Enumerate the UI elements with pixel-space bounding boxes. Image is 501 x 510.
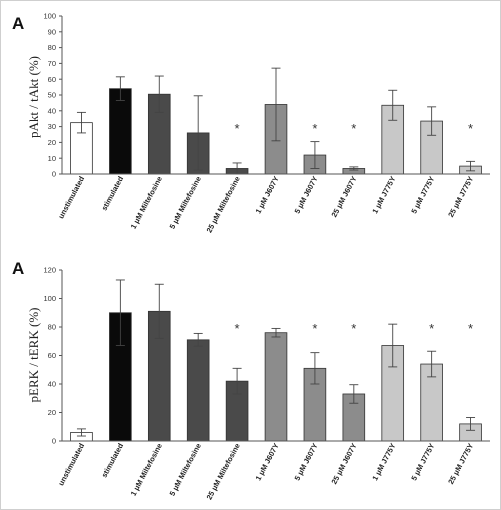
panel-akt-significance-marker: *: [235, 121, 240, 136]
panel-erk-significance-marker: *: [468, 321, 473, 336]
panel-akt-error-bar: [310, 141, 320, 169]
panel-erk-category-label: 1 μM Miltefosine: [129, 442, 164, 498]
panel-erk-error-bar: [115, 279, 125, 346]
panel-akt-category-label: 1 μM Miltefosine: [129, 175, 164, 231]
panel-akt-error-bar: [388, 89, 398, 121]
panel-erk-error-bar: [232, 367, 242, 395]
panel-akt-y-tick-label: 80: [48, 43, 56, 52]
panel-akt: A pAkt / tAkt (%) 0 10 20 30 40 50 60 70 80 90 100…: [12, 12, 490, 234]
panel-akt-category-label: 25 μM Miltefosine: [205, 175, 242, 234]
panel-akt-y-tick-label: 20: [48, 138, 56, 147]
panel-erk-letter: A: [12, 259, 24, 278]
panel-akt-significance-marker: *: [468, 121, 473, 136]
panel-akt-error-bar: [271, 67, 281, 142]
panel-erk-category-label: 25 μM J607Y: [329, 442, 358, 486]
panel-erk-y-tick-label: 20: [48, 408, 56, 417]
panel-akt-error-bar: [193, 95, 203, 171]
panel-erk-error-bar: [388, 323, 398, 368]
panel-akt-error-bar: [154, 75, 164, 113]
panel-erk-category-label: 1 μM J607Y: [254, 442, 281, 482]
panel-erk-category-labels: unstimulated stimulated 1 μM Miltefosine 5 …: [56, 441, 475, 501]
panel-akt-error-bar: [76, 111, 86, 134]
panel-akt-y-tick-label: 30: [48, 122, 56, 131]
panel-akt-category-labels: unstimulated stimulated 1 μM Miltefosine 5 …: [56, 174, 475, 234]
panel-akt-y-tick-label: 0: [52, 170, 56, 179]
panel-erk-category-label: unstimulated: [56, 441, 86, 487]
panel-erk-error-bar: [76, 428, 86, 437]
panel-erk-significance-marker: *: [312, 321, 317, 336]
panel-erk-category-label: 5 μM J607Y: [293, 442, 320, 482]
panel-akt-category-label: 1 μM J775Y: [370, 175, 397, 215]
panel-akt-error-bar: [427, 106, 437, 136]
panel-akt-category-label: 5 μM Miltefosine: [168, 175, 203, 231]
panel-akt-category-label: 25 μM J607Y: [329, 175, 358, 219]
panel-erk-bars: * * * * *: [70, 279, 482, 442]
panel-erk-error-bar: [349, 384, 359, 404]
panel-akt-category-label: unstimulated: [56, 174, 86, 220]
panel-akt-error-bar: [349, 166, 359, 171]
panel-akt-category-label: 5 μM J607Y: [293, 175, 320, 215]
panel-akt-y-axis-label: pAkt / tAkt (%): [26, 56, 41, 138]
panel-akt-error-bar: [115, 76, 125, 101]
panel-erk-y-tick-label: 120: [43, 266, 56, 275]
panel-erk-error-bar: [466, 417, 476, 431]
panel-akt-category-label: 25 μM J775Y: [446, 175, 475, 219]
panel-akt-error-bar: [466, 160, 476, 172]
panel-akt-y-tick-label: 90: [48, 27, 56, 36]
panel-erk-significance-marker: *: [429, 321, 434, 336]
panel-erk-y-tick-label: 100: [43, 294, 56, 303]
panel-erk-category-label: stimulated: [100, 441, 126, 479]
panel-akt-y-tick-label: 70: [48, 59, 56, 68]
panel-akt-y-tick-label: 10: [48, 154, 56, 163]
panel-akt-y-tick-label: 60: [48, 75, 56, 84]
panel-erk-ticks: 0 20 40 60 80 100 120: [43, 266, 62, 446]
panel-akt-y-tick-label: 40: [48, 106, 56, 115]
panel-erk-significance-marker: *: [351, 321, 356, 336]
panel-erk-category-label: 5 μM Miltefosine: [168, 442, 203, 498]
panel-erk-error-bar: [154, 283, 164, 339]
panel-erk-error-bar: [427, 350, 437, 378]
panel-erk-y-tick-label: 0: [52, 437, 56, 446]
panel-akt-y-tick-label: 100: [43, 12, 56, 21]
panel-erk: A pERK / tERK (%) 0 20 40 60 80 100 120 * * * * * …: [12, 259, 490, 501]
panel-akt-category-label: 1 μM J607Y: [254, 175, 281, 215]
panel-akt-bars: * * * *: [70, 67, 482, 175]
panel-akt-category-label: stimulated: [100, 174, 126, 212]
panel-erk-error-bar: [310, 352, 320, 385]
panel-akt-significance-marker: *: [312, 121, 317, 136]
panel-akt-category-label: 5 μM J775Y: [409, 175, 436, 215]
panel-erk-y-tick-label: 60: [48, 351, 56, 360]
panel-erk-category-label: 5 μM J775Y: [409, 442, 436, 482]
panel-akt-y-tick-label: 50: [48, 91, 56, 100]
panel-erk-error-bar: [271, 327, 281, 338]
panel-erk-y-tick-label: 80: [48, 323, 56, 332]
panel-erk-y-axis-label: pERK / tERK (%): [26, 308, 41, 403]
panel-erk-category-label: 25 μM Miltefosine: [205, 442, 242, 501]
panel-akt-significance-marker: *: [351, 121, 356, 136]
panel-erk-category-label: 25 μM J775Y: [446, 442, 475, 486]
panel-erk-bar: [186, 339, 210, 442]
panel-akt-ticks: 0 10 20 30 40 50 60 70 80 90 100: [43, 12, 62, 179]
panel-erk-category-label: 1 μM J775Y: [370, 442, 397, 482]
panel-akt-letter: A: [12, 14, 24, 33]
panel-erk-y-tick-label: 40: [48, 380, 56, 389]
panel-erk-significance-marker: *: [235, 321, 240, 336]
panel-erk-error-bar: [193, 332, 203, 347]
panel-erk-bar: [264, 332, 288, 442]
panel-akt-bar: [109, 88, 132, 175]
